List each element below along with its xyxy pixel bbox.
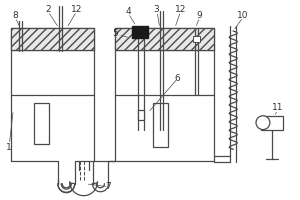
Text: 12: 12 xyxy=(71,5,82,14)
Text: 7: 7 xyxy=(106,182,111,191)
Bar xyxy=(153,103,168,147)
Bar xyxy=(193,36,200,42)
Text: 6: 6 xyxy=(175,74,181,83)
Text: 2: 2 xyxy=(45,5,51,14)
Bar xyxy=(132,26,148,38)
Text: 8: 8 xyxy=(12,11,18,20)
Text: 1: 1 xyxy=(6,143,12,152)
Circle shape xyxy=(256,116,270,130)
Text: 9: 9 xyxy=(197,11,203,20)
Bar xyxy=(138,110,144,120)
Text: 3: 3 xyxy=(153,5,159,14)
Text: 5: 5 xyxy=(112,29,118,38)
Text: 10: 10 xyxy=(237,11,249,20)
Text: 4: 4 xyxy=(125,7,131,16)
Text: 12: 12 xyxy=(175,5,186,14)
Bar xyxy=(261,116,283,130)
Bar xyxy=(11,28,94,50)
Bar xyxy=(115,28,214,50)
Bar xyxy=(34,103,49,144)
Text: 11: 11 xyxy=(272,103,284,112)
